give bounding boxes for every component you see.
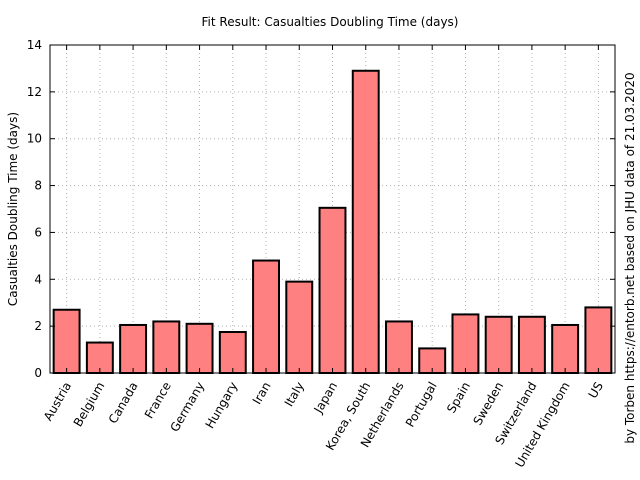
y-tick-label: 12 — [27, 85, 42, 99]
x-tick-label: Portugal — [403, 380, 440, 430]
x-tick-label: Germany — [167, 380, 207, 435]
credit-text: by Torben https://entorb.net based on JH… — [623, 72, 637, 443]
bar — [119, 323, 148, 375]
x-tick-label: Belgium — [71, 380, 108, 430]
bar — [584, 306, 613, 374]
y-tick-label: 6 — [34, 225, 42, 239]
y-tick-label: 4 — [34, 272, 42, 286]
bar — [484, 315, 513, 374]
y-axis-ticks: 0 2 4 6 8 10 12 14 — [27, 38, 615, 380]
bar — [385, 320, 413, 375]
x-tick-label: Canada — [106, 380, 141, 427]
x-tick-label: US — [586, 380, 606, 401]
bar — [185, 322, 214, 374]
x-tick-label: Spain — [444, 380, 473, 416]
x-tick-label: Hungary — [203, 380, 241, 431]
x-tick-label: Austria — [41, 380, 74, 424]
bar — [285, 280, 314, 374]
y-tick-label: 2 — [34, 319, 42, 333]
x-tick-label: Iran — [250, 380, 274, 407]
x-tick-label: Sweden — [470, 380, 506, 428]
y-tick-label: 8 — [34, 179, 42, 193]
y-tick-label: 0 — [34, 366, 42, 380]
y-tick-label: 14 — [27, 38, 42, 52]
bars — [52, 69, 613, 375]
y-axis-label: Casualties Doubling Time (days) — [6, 112, 20, 306]
bar — [318, 206, 347, 374]
bar — [218, 331, 247, 374]
bar — [551, 323, 580, 375]
x-tick-label: Italy — [282, 380, 307, 410]
bar — [52, 308, 81, 374]
bar — [517, 315, 546, 374]
bar — [152, 320, 181, 375]
bar — [351, 69, 380, 375]
x-tick-label: Japan — [311, 380, 340, 417]
bar — [252, 259, 280, 374]
y-tick-label: 10 — [27, 132, 42, 146]
x-tick-label: France — [142, 380, 174, 422]
bar — [451, 313, 480, 374]
chart-title: Fit Result: Casualties Doubling Time (da… — [202, 15, 459, 29]
